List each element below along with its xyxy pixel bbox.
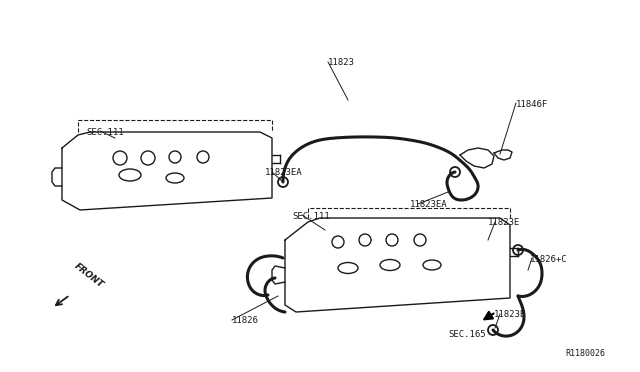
Text: 11826+C: 11826+C [530, 255, 568, 264]
Text: SEC.111: SEC.111 [86, 128, 124, 137]
Text: FRONT: FRONT [73, 262, 106, 290]
Text: 11823: 11823 [328, 58, 355, 67]
Text: 11823EA: 11823EA [410, 200, 447, 209]
Text: 11823E: 11823E [494, 310, 526, 319]
Text: R1180026: R1180026 [565, 349, 605, 358]
Text: 11826: 11826 [232, 316, 259, 325]
Text: 11846F: 11846F [516, 100, 548, 109]
Text: 11823E: 11823E [488, 218, 520, 227]
Text: SEC.111: SEC.111 [292, 212, 330, 221]
Text: 11823EA: 11823EA [265, 168, 303, 177]
Text: SEC.165: SEC.165 [448, 330, 486, 339]
